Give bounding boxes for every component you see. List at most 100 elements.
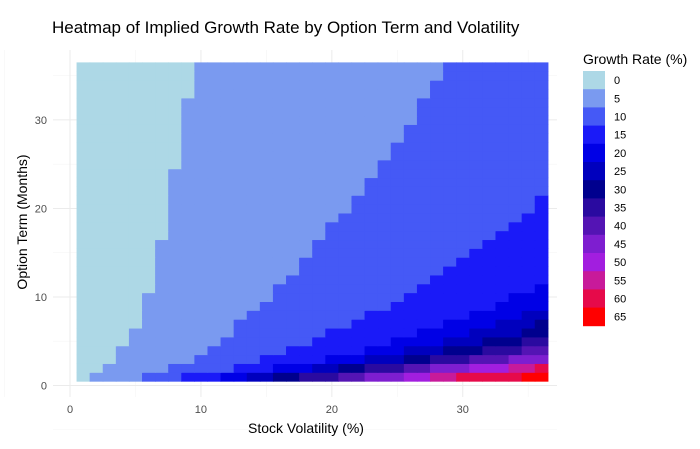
heatmap-cell bbox=[430, 319, 444, 329]
heatmap-cell bbox=[233, 257, 248, 267]
heatmap-cell bbox=[299, 336, 313, 347]
heatmap-cell bbox=[128, 97, 143, 108]
heatmap-cell bbox=[390, 115, 405, 125]
heatmap-cell bbox=[377, 124, 392, 134]
heatmap-cell bbox=[102, 204, 117, 214]
heatmap-cell bbox=[364, 319, 379, 329]
heatmap-cell bbox=[128, 71, 143, 81]
heatmap-cell bbox=[89, 142, 104, 152]
heatmap-cell bbox=[456, 319, 470, 329]
heatmap-cell bbox=[194, 88, 209, 99]
heatmap-cell bbox=[142, 71, 156, 81]
heatmap-cell bbox=[155, 106, 169, 117]
heatmap-cell bbox=[443, 327, 457, 338]
heatmap-cell bbox=[403, 265, 418, 276]
heatmap-cell bbox=[534, 97, 549, 108]
heatmap-cell bbox=[142, 363, 156, 373]
heatmap-cell bbox=[168, 372, 182, 382]
heatmap-cell bbox=[76, 283, 91, 294]
heatmap-cell bbox=[430, 363, 444, 373]
heatmap-cell bbox=[194, 186, 209, 196]
heatmap-cell bbox=[403, 239, 418, 249]
heatmap-cell bbox=[76, 195, 91, 205]
heatmap-cell bbox=[155, 80, 169, 90]
heatmap-cell bbox=[364, 124, 379, 134]
heatmap-cell bbox=[495, 97, 510, 108]
heatmap-cell bbox=[403, 204, 418, 214]
heatmap-cell bbox=[469, 257, 483, 267]
heatmap-cell bbox=[299, 159, 313, 170]
heatmap-cell bbox=[102, 168, 117, 179]
heatmap-cell bbox=[351, 283, 366, 294]
legend-label: 5 bbox=[614, 93, 620, 105]
heatmap-cell bbox=[443, 265, 457, 276]
heatmap-cell bbox=[534, 150, 549, 161]
heatmap-cell bbox=[155, 274, 169, 285]
heatmap-cell bbox=[181, 336, 195, 347]
heatmap-cell bbox=[416, 80, 431, 90]
heatmap-cell bbox=[168, 221, 182, 232]
heatmap-cell bbox=[469, 248, 483, 258]
heatmap-cell bbox=[76, 301, 91, 311]
heatmap-cell bbox=[286, 142, 300, 152]
heatmap-cell bbox=[259, 265, 274, 276]
heatmap-cell bbox=[456, 71, 470, 81]
heatmap-cell bbox=[246, 354, 261, 364]
heatmap-cell bbox=[338, 212, 353, 223]
heatmap-cell bbox=[181, 168, 195, 179]
heatmap-cell bbox=[76, 265, 91, 276]
heatmap-cell bbox=[233, 221, 248, 232]
heatmap-cell bbox=[416, 372, 431, 382]
heatmap-cell bbox=[390, 195, 405, 205]
heatmap-cell bbox=[377, 204, 392, 214]
heatmap-cell bbox=[233, 354, 248, 364]
heatmap-cell bbox=[76, 124, 91, 134]
heatmap-cell bbox=[272, 327, 287, 338]
heatmap-cell bbox=[207, 354, 222, 364]
heatmap-cell bbox=[168, 257, 182, 267]
heatmap-cell bbox=[128, 372, 143, 382]
heatmap-cell bbox=[194, 150, 209, 161]
heatmap-cell bbox=[430, 372, 444, 382]
heatmap-cell bbox=[115, 88, 130, 99]
heatmap-cell bbox=[351, 106, 366, 117]
heatmap-cell bbox=[325, 204, 339, 214]
heatmap-cell bbox=[89, 212, 104, 223]
heatmap-cell bbox=[233, 283, 248, 294]
heatmap-cell bbox=[142, 177, 156, 187]
heatmap-cell bbox=[155, 248, 169, 258]
heatmap-cell bbox=[272, 204, 287, 214]
legend-swatch bbox=[583, 271, 605, 290]
heatmap-cell bbox=[403, 248, 418, 258]
heatmap-cell bbox=[403, 327, 418, 338]
heatmap-cell bbox=[377, 133, 392, 143]
heatmap-cell bbox=[181, 195, 195, 205]
heatmap-cell bbox=[220, 142, 235, 152]
heatmap-cell bbox=[443, 80, 457, 90]
heatmap-cell bbox=[181, 80, 195, 90]
heatmap-cell bbox=[351, 212, 366, 223]
heatmap-cell bbox=[377, 301, 392, 311]
heatmap-cell bbox=[102, 150, 117, 161]
heatmap-cell bbox=[102, 265, 117, 276]
heatmap-cell bbox=[312, 248, 326, 258]
heatmap-cell bbox=[312, 319, 326, 329]
heatmap-cell bbox=[89, 62, 104, 72]
heatmap-cell bbox=[102, 336, 117, 347]
heatmap-cell bbox=[430, 124, 444, 134]
heatmap-cell bbox=[220, 133, 235, 143]
heatmap-cell bbox=[495, 363, 510, 373]
heatmap-cell bbox=[430, 62, 444, 72]
heatmap-cell bbox=[416, 221, 431, 232]
heatmap-cell bbox=[76, 159, 91, 170]
heatmap-cell bbox=[272, 212, 287, 223]
heatmap-cell bbox=[272, 80, 287, 90]
heatmap-cell bbox=[259, 97, 274, 108]
heatmap-cell bbox=[456, 345, 470, 356]
heatmap-cell bbox=[246, 336, 261, 347]
heatmap-cell bbox=[299, 292, 313, 302]
heatmap-cell bbox=[181, 327, 195, 338]
heatmap-cell bbox=[142, 345, 156, 356]
heatmap-cell bbox=[469, 106, 483, 117]
heatmap-cell bbox=[416, 142, 431, 152]
